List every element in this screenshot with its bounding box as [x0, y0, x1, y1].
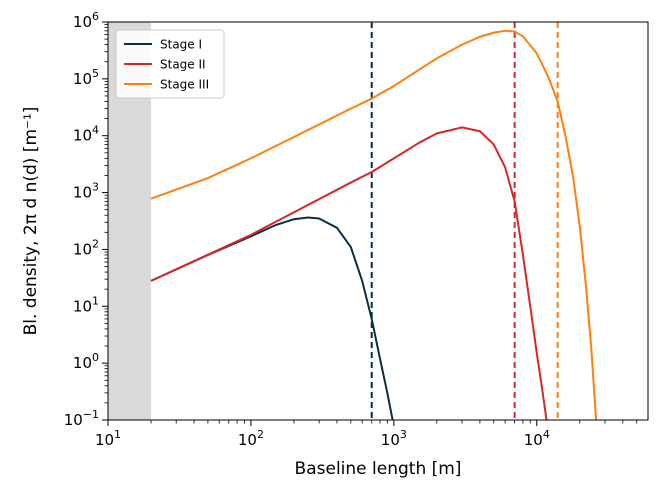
plot-frame — [107, 21, 649, 421]
y-axis: 10−1 100 101 102 103 104 105 106 — [64, 10, 108, 429]
y-tick-label: 104 — [73, 124, 99, 145]
x-tick-label: 104 — [524, 428, 550, 449]
x-tick-label: 103 — [381, 428, 407, 449]
y-tick-label: 100 — [73, 351, 99, 372]
x-tick-label: 102 — [238, 428, 264, 449]
x-axis-label: Baseline length [m] — [295, 459, 462, 479]
series-line-2 — [150, 126, 548, 420]
series-lines — [150, 29, 598, 420]
legend-label: Stage III — [160, 78, 209, 92]
y-tick-label: 10−1 — [64, 408, 99, 429]
x-axis: 101 102 103 104 — [95, 420, 638, 449]
series-line-3 — [150, 29, 598, 420]
y-tick-label: 105 — [73, 67, 99, 88]
legend: Stage I Stage II Stage III — [115, 29, 225, 99]
y-tick-label: 102 — [73, 237, 99, 258]
cutoff-lines — [370, 22, 559, 420]
y-axis-label: Bl. density, 2π d n(d) [m⁻¹] — [21, 107, 41, 336]
y-tick-label: 101 — [73, 294, 99, 315]
y-tick-label: 103 — [73, 181, 99, 202]
legend-box — [115, 29, 225, 99]
y-tick-label: 106 — [73, 10, 99, 31]
legend-label: Stage I — [160, 38, 202, 52]
x-tick-label: 101 — [95, 428, 121, 449]
series-line-1 — [150, 216, 394, 420]
legend-label: Stage II — [160, 58, 206, 72]
